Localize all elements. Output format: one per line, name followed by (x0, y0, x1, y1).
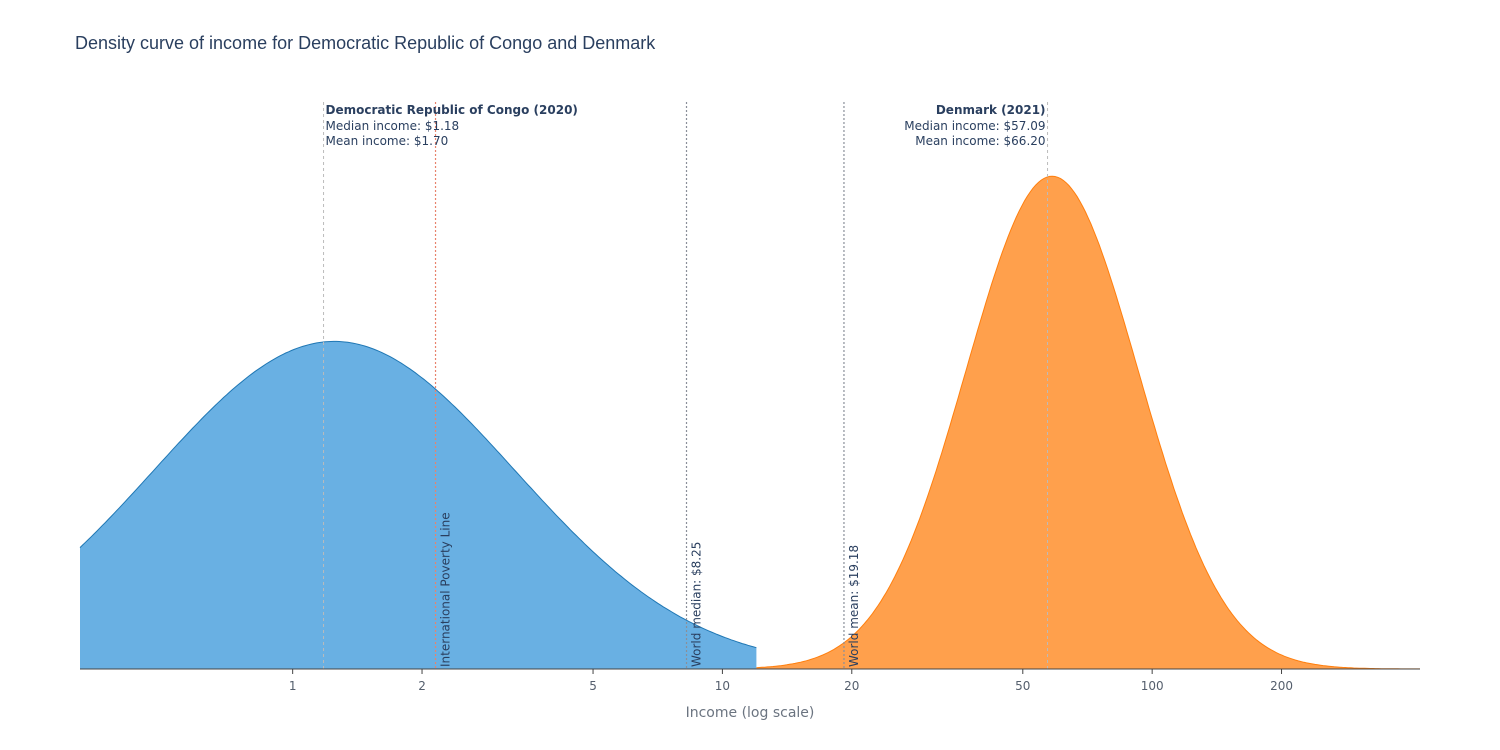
density-line-congo (79, 340, 757, 649)
x-axis-label: Income (log scale) (686, 705, 815, 721)
x-tick-label-0: 1 (289, 679, 297, 693)
reference-line-label-1: World median: $8.25 (690, 542, 704, 667)
x-tick-label-7: 200 (1270, 679, 1293, 693)
chart-title: Density curve of income for Democratic R… (75, 33, 656, 53)
density-area-denmark (756, 176, 1420, 669)
density-line-denmark (756, 175, 1420, 670)
reference-line-label-2: World mean: $19.18 (847, 545, 861, 667)
x-tick-label-2: 5 (589, 679, 597, 693)
annotation-median-0: Median income: $1.18 (326, 119, 460, 133)
country-annotations: Democratic Republic of Congo (2020) Media… (326, 103, 1046, 148)
x-tick-label-4: 20 (844, 679, 859, 693)
annotation-mean-1: Mean income: $66.20 (915, 134, 1045, 148)
x-tick-label-3: 10 (715, 679, 730, 693)
reference-lines: International Poverty Line World median: … (434, 102, 861, 669)
annotation-median-1: Median income: $57.09 (904, 119, 1045, 133)
density-area-congo (80, 341, 757, 669)
x-axis-ticks: 1 2 5 10 20 50 100 200 (289, 669, 1293, 693)
reference-line-label-0: International Poverty Line (439, 512, 453, 667)
x-tick-label-1: 2 (418, 679, 426, 693)
x-tick-label-6: 100 (1141, 679, 1164, 693)
annotation-title-1: Denmark (2021) (936, 103, 1046, 117)
annotation-mean-0: Mean income: $1.70 (326, 134, 449, 148)
annotation-title-0: Democratic Republic of Congo (2020) (326, 103, 578, 117)
density-areas (79, 175, 1420, 670)
x-tick-label-5: 50 (1015, 679, 1030, 693)
median-lines (323, 102, 1049, 669)
